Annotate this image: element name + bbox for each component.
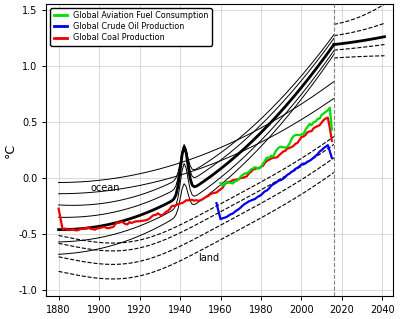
- Text: ocean: ocean: [91, 183, 120, 194]
- Y-axis label: °C: °C: [4, 142, 17, 158]
- Text: land: land: [198, 253, 219, 263]
- Legend: Global Aviation Fuel Consumption, Global Crude Oil Production, Global Coal Produ: Global Aviation Fuel Consumption, Global…: [50, 8, 212, 46]
